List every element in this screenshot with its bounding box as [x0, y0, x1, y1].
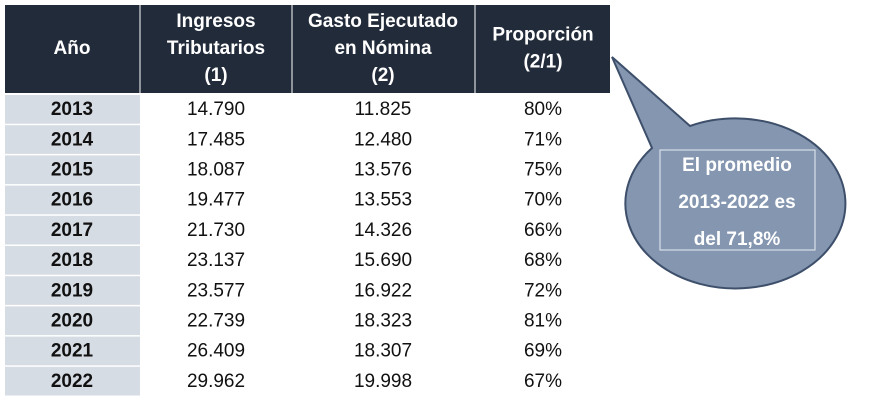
value-cell: 23.577: [187, 280, 245, 301]
callout-box: [659, 149, 816, 251]
value-cell: 70%: [524, 190, 562, 211]
value-cell: 80%: [524, 99, 562, 120]
year-cell: 2015: [51, 160, 94, 181]
header-cell: Año: [54, 38, 91, 59]
year-cell-bg: [5, 215, 140, 245]
value-cell: 21.730: [187, 220, 245, 241]
value-cell: 18.087: [187, 160, 245, 181]
header-cell: (2): [371, 65, 394, 86]
year-cell-bg: [5, 155, 140, 185]
value-cell: 75%: [524, 160, 562, 181]
header-cell: Tributarios: [167, 38, 265, 59]
value-cell: 12.480: [354, 129, 412, 150]
value-cell: 72%: [524, 280, 562, 301]
value-cell: 18.323: [354, 311, 412, 332]
year-cell: 2016: [51, 190, 93, 211]
callout-text: del 71,8%: [694, 229, 781, 250]
value-cell: 26.409: [187, 341, 245, 362]
table-header-bg: [5, 5, 610, 93]
header-cell: Proporción: [492, 25, 593, 46]
year-cell-bg: [5, 246, 140, 275]
year-cell: 2013: [51, 99, 93, 120]
year-cell-bg: [5, 185, 140, 215]
value-cell: 29.962: [187, 371, 245, 392]
value-cell: 71%: [524, 129, 562, 150]
year-cell-bg: [5, 125, 140, 154]
year-cell: 2018: [51, 250, 93, 271]
value-cell: 67%: [524, 371, 562, 392]
value-cell: 13.576: [354, 160, 412, 181]
header-cell: Ingresos: [176, 11, 255, 32]
value-cell: 69%: [524, 341, 562, 362]
value-cell: 13.553: [354, 190, 412, 211]
value-cell: 14.790: [187, 99, 245, 120]
year-cell: 2019: [51, 280, 93, 301]
year-cell-bg: [5, 276, 140, 305]
header-cell: en Nómina: [334, 38, 432, 59]
year-cell: 2020: [51, 311, 93, 332]
value-cell: 11.825: [355, 99, 412, 120]
value-cell: 19.477: [187, 190, 245, 211]
callout-bubble: [611, 56, 847, 290]
value-cell: 81%: [524, 311, 562, 332]
year-cell: 2014: [51, 129, 94, 150]
value-cell: 14.326: [354, 220, 412, 241]
value-cell: 16.922: [354, 280, 412, 301]
value-cell: 68%: [524, 250, 562, 271]
value-cell: 18.307: [354, 341, 412, 362]
year-cell: 2021: [51, 341, 94, 362]
header-cell: Gasto Ejecutado: [308, 11, 458, 32]
value-cell: 17.485: [187, 129, 245, 150]
value-cell: 66%: [524, 220, 562, 241]
header-cell: (1): [204, 65, 227, 86]
value-cell: 15.690: [354, 250, 412, 271]
year-cell-bg: [5, 95, 140, 124]
header-cell: (2/1): [523, 52, 562, 73]
year-cell-bg: [5, 306, 140, 336]
value-cell: 22.739: [187, 311, 245, 332]
callout: [611, 56, 847, 290]
value-cell: 19.998: [354, 371, 412, 392]
callout-text: 2013-2022 es: [678, 192, 795, 213]
year-cell-bg: [5, 366, 140, 396]
table: Año Ingresos Tributarios (1) Gasto Ejecutado…: [5, 5, 594, 396]
value-cell: 23.137: [187, 250, 245, 271]
year-cell: 2022: [51, 371, 93, 392]
year-cell: 2017: [51, 220, 93, 241]
callout-text: El promedio: [682, 155, 792, 176]
year-cell-bg: [5, 336, 140, 366]
